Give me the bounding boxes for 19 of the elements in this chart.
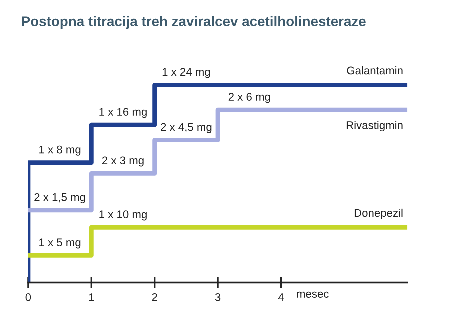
annotation: 1 x 16 mg xyxy=(100,108,147,118)
annotation: 1 x 8 mg xyxy=(40,146,81,156)
annotation: 1 x 10 mg xyxy=(100,210,147,221)
annotation: 1 x 5 mg xyxy=(40,238,81,249)
x-axis-title: mesec xyxy=(297,292,329,298)
x-tick-label: 1 xyxy=(89,294,94,302)
series-label: Donepezil xyxy=(354,208,403,220)
x-tick-label: 2 xyxy=(152,293,158,302)
x-tick-label: 3 xyxy=(215,293,221,302)
series-label: Galantamin xyxy=(347,66,403,75)
chart-title: Postopna titracija treh zaviralcev acetilholinesteraze xyxy=(22,16,366,30)
annotation: 2 x 6 mg xyxy=(228,93,270,104)
series-label: Rivastigmin xyxy=(346,121,403,132)
annotation: 1 x 24 mg xyxy=(162,68,210,78)
annotation: 2 x 1,5 mg xyxy=(34,193,86,204)
x-tick-label: 4 xyxy=(278,294,284,302)
annotation: 2 x 3 mg xyxy=(102,156,144,167)
x-tick-label: 0 xyxy=(26,293,32,302)
annotation: 2 x 4,5 mg xyxy=(161,123,212,134)
